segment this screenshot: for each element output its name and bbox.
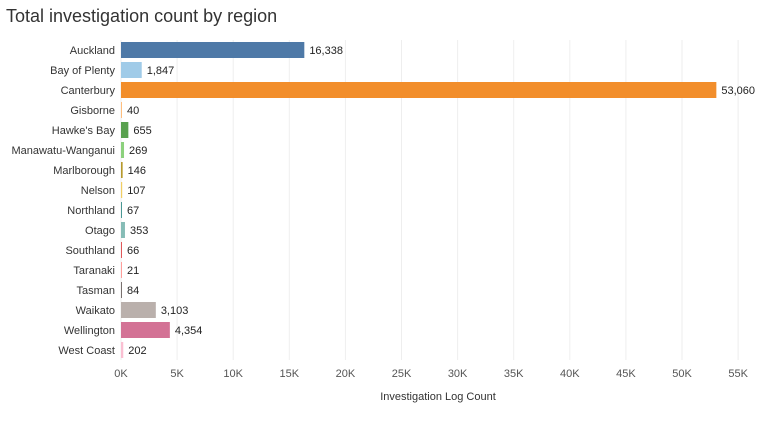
bar (121, 182, 123, 198)
category-label: Southland (65, 245, 115, 257)
category-label: Auckland (70, 45, 115, 57)
category-label: Gisborne (70, 105, 115, 117)
category-label: Waikato (76, 305, 115, 317)
value-label: 353 (130, 225, 148, 237)
bar (121, 102, 122, 118)
value-label: 40 (127, 105, 139, 117)
value-label: 655 (133, 125, 151, 137)
bar (121, 342, 124, 358)
bar (121, 42, 305, 58)
category-label: Hawke's Bay (52, 125, 116, 137)
value-label: 107 (127, 185, 145, 197)
bar (121, 82, 717, 98)
category-label: Northland (67, 205, 115, 217)
category-label: Manawatu-Wanganui (11, 145, 115, 157)
category-label: Marlborough (53, 165, 115, 177)
bar (121, 202, 122, 218)
bars (121, 42, 717, 358)
bar (121, 222, 125, 238)
x-tick-label: 50K (672, 368, 692, 380)
value-labels: 16,338 1,847 53,060 40 655 269 146 107 67 353 66 21… (127, 45, 755, 357)
bar (121, 302, 156, 318)
x-tick-label: 20K (336, 368, 356, 380)
bar (121, 142, 125, 158)
value-label: 146 (128, 165, 146, 177)
value-label: 1,847 (147, 65, 175, 77)
chart-title: Total investigation count by region (6, 6, 278, 26)
x-tick-label: 5K (170, 368, 184, 380)
x-tick-label: 0K (114, 368, 128, 380)
bar (121, 282, 122, 298)
x-tick-label: 25K (392, 368, 412, 380)
category-label: West Coast (58, 345, 115, 357)
value-label: 202 (128, 345, 146, 357)
value-label: 21 (127, 265, 139, 277)
value-label: 4,354 (175, 325, 203, 337)
bar (121, 322, 170, 338)
bar (121, 262, 122, 278)
category-label: Nelson (81, 185, 115, 197)
value-label: 66 (127, 245, 139, 257)
bar (121, 242, 122, 258)
x-tick-label: 10K (223, 368, 243, 380)
bar (121, 162, 123, 178)
value-label: 84 (127, 285, 139, 297)
x-tick-label: 45K (616, 368, 636, 380)
x-tick-label: 30K (448, 368, 468, 380)
value-label: 67 (127, 205, 139, 217)
x-tick-label: 35K (504, 368, 524, 380)
x-axis-label: Investigation Log Count (380, 391, 496, 403)
category-label: Otago (85, 225, 115, 237)
x-tick-label: 55K (728, 368, 748, 380)
value-label: 16,338 (309, 45, 343, 57)
bar (121, 122, 129, 138)
category-label: Tasman (76, 285, 115, 297)
value-label: 269 (129, 145, 147, 157)
x-tick-label: 40K (560, 368, 580, 380)
category-labels: Auckland Bay of Plenty Canterbury Gisborne H… (11, 45, 115, 357)
category-label: Wellington (64, 325, 115, 337)
gridlines (120, 40, 739, 360)
category-label: Bay of Plenty (50, 65, 115, 77)
x-tick-labels: 0K 5K 10K 15K 20K 25K 30K 35K 40K 45K 50K 55K (114, 368, 748, 380)
x-tick-label: 15K (280, 368, 300, 380)
value-label: 53,060 (721, 85, 755, 97)
bar (121, 62, 142, 78)
value-label: 3,103 (161, 305, 189, 317)
category-label: Canterbury (61, 85, 116, 97)
category-label: Taranaki (73, 265, 115, 277)
